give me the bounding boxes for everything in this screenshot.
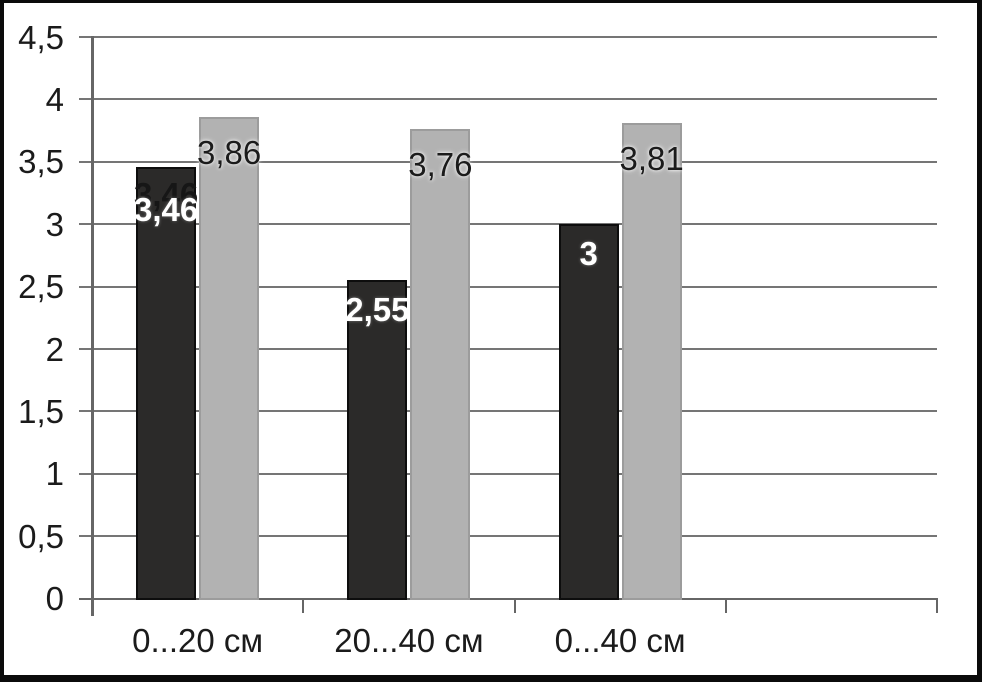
bar-value-label: 3,46 [134,190,199,228]
bar-series-1-dark-cat0 [136,166,197,600]
bar-series-1-dark-cat2 [558,224,619,600]
y-axis-tick-label: 4,5 [18,18,64,56]
x-axis-category-label: 20...40 см [334,622,484,659]
y-axis-tick-label: 2 [45,330,64,368]
bar-value-label: 2,55 [345,291,410,329]
x-axis-line [79,597,937,600]
y-axis-tick-label: 1,5 [18,392,64,430]
bar-chart-plot-area: 4,5 4 3,5 3 2,5 2 1,5 1 0,5 0 0...20 см 3,46 3,46 3,8… [4,3,977,675]
bar-series-2-light-cat0 [199,116,260,600]
y-axis-tick-label: 0,5 [18,517,64,555]
y-axis-tick-label: 3,5 [18,143,64,181]
bar-series-2-light-cat2 [621,123,682,600]
bar-value-label: 3,76 [408,146,473,184]
gridline [79,535,937,538]
gridline [79,223,937,226]
gridline [79,160,937,163]
y-axis-line [91,36,94,616]
y-axis-tick-label: 2,5 [18,268,64,306]
bar-value-label: 3,81 [619,140,684,178]
y-axis-tick-label: 0 [45,580,64,618]
x-axis-tick [936,598,938,613]
bar-value-label: 3,86 [197,133,262,171]
y-axis-tick-label: 3 [45,205,64,243]
gridline [79,98,937,101]
x-axis-tick [302,598,305,613]
gridline [79,410,937,413]
x-axis-tick [91,598,93,613]
y-axis-tick-label: 1 [45,455,64,493]
gridline [79,36,937,38]
y-axis-tick-label: 4 [45,80,64,118]
x-axis-tick [724,598,727,613]
bar-value-label: 3 [579,235,598,273]
bar-series-1-dark-cat1 [347,280,408,600]
x-axis-category-label: 0...40 см [554,622,686,659]
x-axis-category-label: 0...20 см [132,622,264,659]
gridline [79,472,937,475]
gridline [79,285,937,288]
x-axis-tick [513,598,516,613]
bar-ghost-label: 3,46 [134,175,199,213]
gridline [79,348,937,350]
bar-series-2-light-cat1 [410,129,471,600]
